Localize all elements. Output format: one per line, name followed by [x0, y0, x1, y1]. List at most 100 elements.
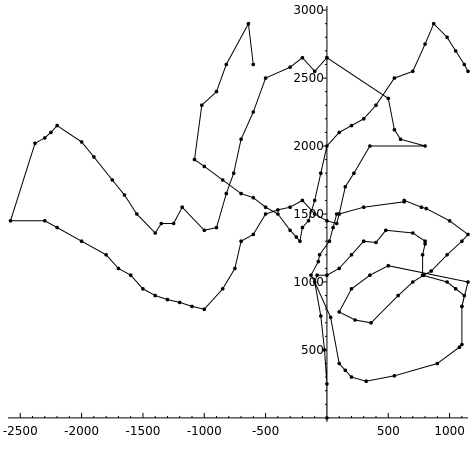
data-point — [159, 221, 164, 226]
series-line — [193, 22, 469, 243]
data-point — [337, 130, 342, 135]
data-point — [424, 206, 429, 211]
data-point — [312, 212, 317, 216]
data-point — [384, 228, 388, 233]
data-point — [447, 219, 452, 223]
data-point — [316, 259, 321, 264]
data-point — [398, 137, 403, 141]
data-point — [334, 212, 339, 216]
data-point — [128, 273, 133, 278]
data-point — [288, 205, 292, 209]
data-point — [239, 191, 243, 196]
data-point — [331, 225, 335, 230]
data-point — [349, 123, 354, 128]
data-point — [337, 266, 342, 271]
y-tick-label: 1000 — [293, 275, 324, 289]
data-point — [276, 208, 280, 212]
data-point — [319, 314, 323, 318]
data-point — [368, 273, 372, 278]
data-point — [325, 219, 329, 223]
y-tick-label: 2000 — [293, 139, 324, 153]
data-point — [276, 212, 280, 216]
x-tick-label: 500 — [377, 424, 400, 438]
data-point — [135, 212, 139, 216]
series-line — [9, 57, 426, 310]
data-point — [386, 263, 391, 268]
data-point — [353, 318, 357, 322]
data-point — [8, 219, 13, 223]
data-point — [263, 205, 268, 209]
data-point — [364, 379, 369, 384]
data-point — [343, 368, 348, 373]
data-point — [386, 96, 391, 101]
data-point — [315, 273, 319, 278]
data-point — [231, 171, 236, 175]
data-point — [392, 374, 397, 378]
data-point — [435, 361, 440, 366]
data-point — [325, 416, 329, 420]
data-point — [343, 185, 348, 189]
data-point — [190, 304, 194, 309]
data-point — [300, 225, 305, 230]
data-point — [251, 62, 256, 67]
data-point — [246, 21, 251, 26]
data-point — [220, 287, 225, 291]
series-layer — [8, 21, 470, 420]
data-point — [374, 240, 378, 245]
data-point — [177, 300, 182, 305]
data-point — [349, 253, 354, 257]
data-point — [306, 219, 311, 223]
data-point — [445, 280, 449, 284]
data-point — [453, 49, 458, 53]
data-point — [462, 293, 467, 298]
data-point — [43, 219, 47, 223]
data-point — [55, 225, 59, 230]
data-point — [300, 198, 305, 203]
axes — [8, 6, 468, 422]
data-point — [392, 127, 397, 132]
data-point — [369, 321, 373, 325]
series-line — [310, 199, 469, 418]
data-point — [411, 231, 415, 235]
data-point — [460, 239, 464, 243]
data-point — [153, 293, 157, 298]
x-tick-label: -2000 — [64, 424, 99, 438]
data-point — [79, 140, 84, 144]
y-tick-label: 3000 — [293, 3, 324, 17]
y-tick-label: 1500 — [293, 207, 324, 221]
data-point — [104, 253, 108, 257]
data-point — [312, 198, 317, 203]
data-point — [319, 171, 323, 175]
data-point — [55, 123, 59, 128]
data-point — [402, 198, 407, 203]
data-point — [251, 195, 256, 200]
y-tick-label: 2500 — [293, 71, 324, 85]
data-point — [325, 55, 329, 60]
data-point — [122, 193, 127, 197]
x-tick-label: -500 — [252, 424, 279, 438]
data-point — [349, 287, 354, 291]
data-point — [288, 228, 292, 233]
data-point — [214, 225, 219, 230]
data-point — [419, 205, 424, 209]
tick-layer: -2500 -2000 -1500 -1000 -500 500 1000 500 1000 15… — [3, 3, 465, 438]
data-point — [251, 232, 256, 237]
data-point — [110, 178, 115, 182]
data-point — [33, 141, 37, 146]
data-point — [288, 65, 292, 69]
data-point — [460, 304, 464, 309]
data-point — [422, 273, 426, 278]
data-point — [457, 345, 462, 350]
data-point — [325, 273, 329, 278]
data-point — [429, 269, 434, 273]
data-point — [361, 205, 366, 209]
data-point — [445, 253, 449, 257]
data-point — [165, 297, 170, 302]
data-point — [328, 315, 333, 320]
data-point — [214, 89, 219, 94]
data-point — [466, 69, 470, 74]
data-point — [92, 155, 96, 159]
data-point — [327, 239, 332, 243]
data-point — [224, 62, 229, 67]
